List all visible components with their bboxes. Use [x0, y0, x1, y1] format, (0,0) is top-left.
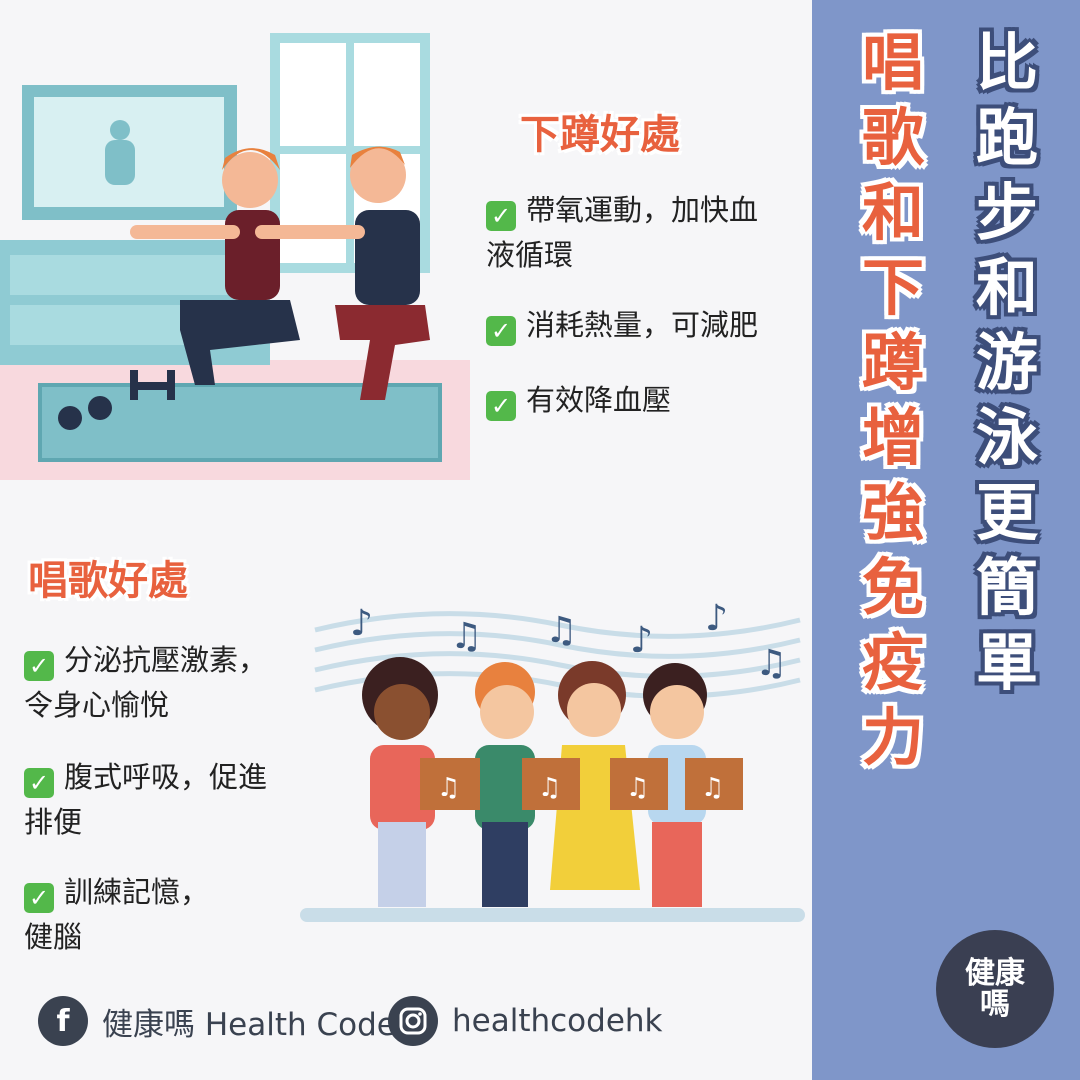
benefit-line: 排便	[24, 805, 83, 839]
benefit-line: 腹式呼吸，促進	[64, 760, 268, 794]
headline-char: 比	[975, 26, 1038, 99]
svg-text:♫: ♫	[701, 773, 724, 803]
svg-text:♫: ♫	[545, 610, 577, 651]
headline-char: 疫	[861, 626, 924, 699]
headline-char: 步	[975, 176, 1038, 249]
headline-white: 比 跑 步 和 游 泳 更 簡 單	[962, 32, 1052, 707]
benefit-line: 有效降血壓	[526, 383, 672, 417]
headline-char: 唱	[861, 26, 924, 99]
headline-char: 更	[975, 476, 1038, 549]
headline-char: 和	[861, 176, 924, 249]
headline-char: 下	[861, 251, 924, 324]
headline-char: 泳	[975, 401, 1038, 474]
benefit-line: 消耗熱量，可減肥	[526, 308, 759, 342]
headline-char: 增	[861, 401, 924, 474]
headline-char: 簡	[975, 551, 1038, 624]
choir-illustration: ♪ ♫ ♫ ♪ ♪ ♫ ♫ ♫ ♫ ♫	[300, 600, 805, 922]
headline-char: 跑	[975, 101, 1038, 174]
benefit-line: 令身心愉悅	[24, 688, 170, 722]
benefit-line: 訓練記憶，	[64, 875, 210, 909]
instagram-link[interactable]: healthcodehk	[388, 996, 663, 1046]
squat-benefits-title: 下蹲好處	[520, 112, 680, 158]
squat-benefit-item: ✓ 消耗熱量，可減肥	[486, 303, 758, 348]
singing-benefit-item: ✓ 分泌抗壓激素， 令身心愉悅	[24, 638, 267, 728]
logo-text-line2: 嗎	[980, 987, 1010, 1022]
squat-benefit-item: ✓ 有效降血壓	[486, 378, 671, 423]
instagram-label: healthcodehk	[452, 1003, 663, 1039]
check-icon: ✓	[486, 391, 516, 421]
facebook-link[interactable]: f 健康嗎 Health Code	[38, 996, 396, 1046]
headline-char: 免	[861, 551, 924, 624]
singing-benefit-item: ✓ 腹式呼吸，促進 排便	[24, 755, 267, 845]
squat-illustration	[0, 33, 470, 480]
headline-char: 強	[861, 476, 924, 549]
svg-text:♫: ♫	[626, 773, 649, 803]
check-icon: ✓	[24, 651, 54, 681]
squat-benefit-item: ✓ 帶氧運動，加快血 液循環	[486, 188, 758, 278]
benefit-line: 健腦	[24, 920, 83, 954]
singing-benefit-item: ✓ 訓練記憶， 健腦	[24, 870, 209, 960]
headline-char: 蹲	[861, 326, 924, 399]
check-icon: ✓	[24, 768, 54, 798]
svg-text:♫: ♫	[437, 773, 460, 803]
singing-benefits-title: 唱歌好處	[28, 558, 188, 604]
svg-text:♪: ♪	[705, 600, 728, 639]
headline-char: 力	[861, 701, 924, 774]
headline-char: 和	[975, 251, 1038, 324]
svg-text:♫: ♫	[450, 616, 482, 657]
facebook-icon: f	[38, 996, 88, 1046]
logo-text-line1: 健康	[965, 955, 1025, 991]
svg-text:♫: ♫	[755, 643, 787, 684]
instagram-icon	[388, 996, 438, 1046]
check-icon: ✓	[486, 201, 516, 231]
side-panel: 唱 歌 和 下 蹲 增 強 免 疫 力 比 跑 步 和 游 泳 更 簡 單 健康…	[812, 0, 1080, 1080]
svg-text:♪: ♪	[350, 603, 373, 644]
headline-char: 單	[975, 626, 1038, 699]
check-icon: ✓	[24, 883, 54, 913]
benefit-line: 分泌抗壓激素，	[64, 643, 268, 677]
check-icon: ✓	[486, 316, 516, 346]
headline-red: 唱 歌 和 下 蹲 增 強 免 疫 力	[848, 32, 938, 782]
facebook-label: 健康嗎 Health Code	[102, 1006, 396, 1043]
benefit-line: 液循環	[486, 238, 574, 272]
benefit-line: 帶氧運動，加快血	[526, 193, 759, 227]
svg-text:♪: ♪	[630, 620, 653, 661]
svg-text:♫: ♫	[538, 773, 561, 803]
brand-logo: 健康 嗎	[936, 930, 1054, 1048]
headline-char: 游	[975, 326, 1038, 399]
headline-char: 歌	[861, 101, 924, 174]
